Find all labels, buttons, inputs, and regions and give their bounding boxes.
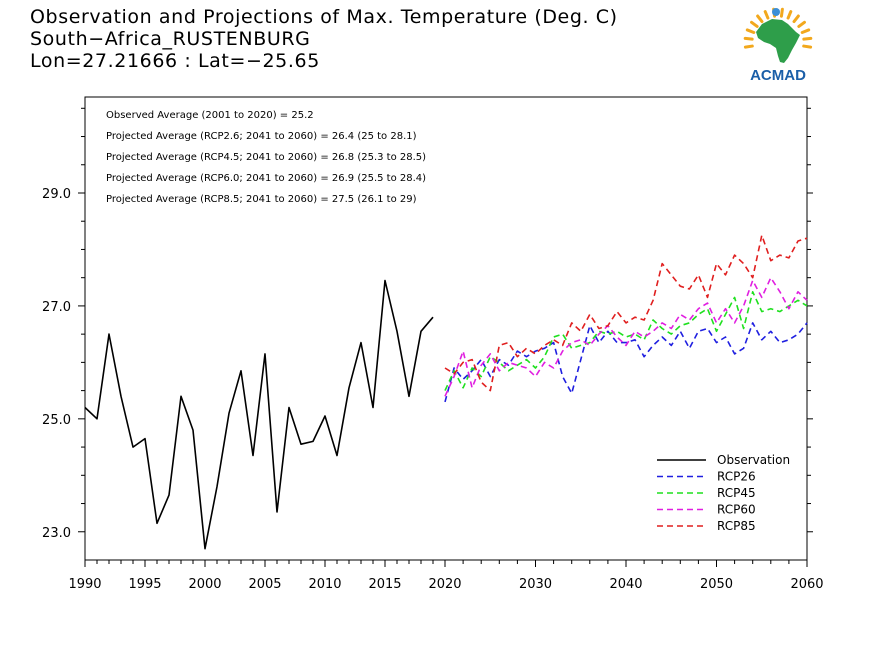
sun-ray-icon <box>802 36 813 41</box>
sun-ray-icon <box>797 20 806 28</box>
sun-ray-icon <box>745 28 756 34</box>
sun-ray-icon <box>763 10 770 20</box>
x-tick-label: 2015 <box>368 577 401 592</box>
plot-frame <box>84 96 808 561</box>
sun-ray-icon <box>743 36 754 41</box>
stat-annotation: Projected Average (RCP4.5; 2041 to 2060)… <box>106 152 426 163</box>
stat-annotation: Projected Average (RCP2.6; 2041 to 2060)… <box>106 131 417 142</box>
stats-annotations: Observed Average (2001 to 2020) = 25.2 Pr… <box>106 110 426 205</box>
series-layer <box>84 234 808 550</box>
sun-ray-icon <box>802 44 813 49</box>
sun-ray-icon <box>756 14 764 24</box>
series-line-observation <box>84 279 434 550</box>
x-tick-label: 2000 <box>188 577 221 592</box>
legend-label: RCP26 <box>717 470 756 484</box>
stat-annotation: Projected Average (RCP6.0; 2041 to 2060)… <box>106 173 426 184</box>
legend: Observation RCP26 RCP45 RCP60 RCP85 <box>657 453 790 533</box>
chart-subtitle-location: South−Africa_RUSTENBURG <box>30 28 311 50</box>
series-line-rcp60 <box>444 276 808 397</box>
x-tick-label: 2030 <box>519 577 552 592</box>
legend-label: RCP85 <box>717 519 756 533</box>
y-tick-label: 25.0 <box>42 413 71 428</box>
sun-ray-icon <box>743 44 754 49</box>
sun-ray-icon <box>779 7 784 18</box>
x-axis: 1990 1995 2000 2005 2010 2015 2020 2030 2040 2050… <box>68 560 824 592</box>
series-line-rcp85 <box>444 234 808 392</box>
chart-title: Observation and Projections of Max. Temp… <box>30 6 618 28</box>
x-tick-label: 2060 <box>790 577 823 592</box>
sun-ray-icon <box>750 20 759 28</box>
legend-label: RCP60 <box>717 503 756 517</box>
series-line-rcp26 <box>444 322 808 403</box>
x-tick-label: 2005 <box>248 577 281 592</box>
y-tick-label: 23.0 <box>42 526 71 541</box>
water-drop-icon <box>772 8 780 16</box>
x-tick-label: 2010 <box>308 577 341 592</box>
x-tick-label: 2020 <box>428 577 461 592</box>
y-axis: 23.0 25.0 27.0 29.0 <box>42 107 813 541</box>
legend-label: Observation <box>717 453 790 467</box>
series-line-rcp45 <box>444 290 808 391</box>
sun-ray-icon <box>800 28 811 34</box>
sun-ray-icon <box>792 14 800 24</box>
x-tick-label: 2040 <box>609 577 642 592</box>
africa-map-icon <box>756 19 800 63</box>
stat-annotation: Observed Average (2001 to 2020) = 25.2 <box>106 110 314 121</box>
logo-text: ACMAD <box>750 67 806 84</box>
x-tick-label: 2050 <box>700 577 733 592</box>
sun-ray-icon <box>786 10 793 20</box>
y-tick-label: 29.0 <box>42 187 71 202</box>
legend-label: RCP45 <box>717 486 756 500</box>
chart-subtitle-coordinates: Lon=27.21666 : Lat=−25.65 <box>30 50 320 72</box>
acmad-logo: ACMAD <box>743 7 813 84</box>
chart-header: Observation and Projections of Max. Temp… <box>30 6 618 72</box>
y-tick-label: 27.0 <box>42 300 71 315</box>
x-tick-label: 1990 <box>68 577 101 592</box>
x-tick-label: 1995 <box>128 577 161 592</box>
stat-annotation: Projected Average (RCP8.5; 2041 to 2060)… <box>106 194 417 205</box>
